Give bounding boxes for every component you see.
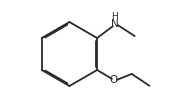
Text: O: O	[110, 75, 118, 85]
Text: H: H	[112, 12, 118, 21]
Text: N: N	[111, 19, 119, 29]
